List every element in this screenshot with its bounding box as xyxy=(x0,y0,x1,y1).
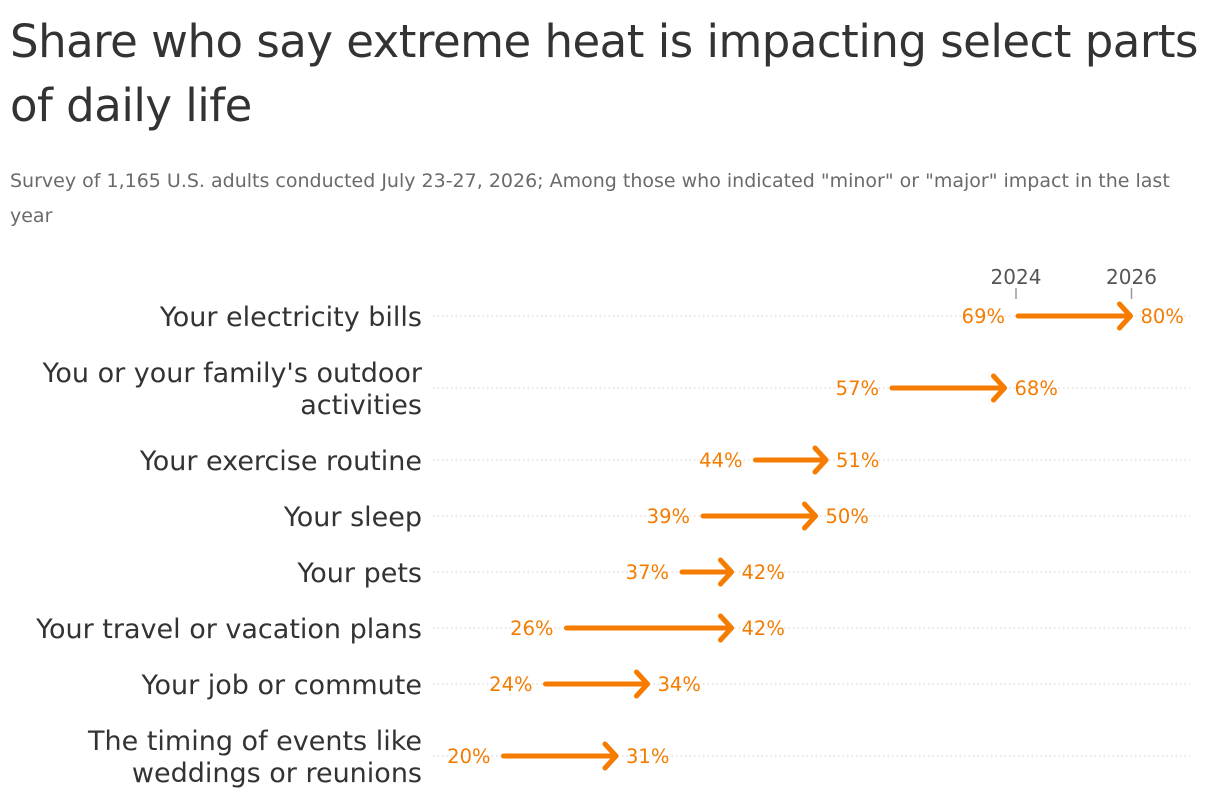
arrow-head xyxy=(812,445,829,475)
end-value-label: 68% xyxy=(1015,377,1058,400)
arrow-head xyxy=(802,501,818,531)
category-label: Your travel or vacation plans xyxy=(35,614,422,645)
category-label: activities xyxy=(300,390,422,421)
category-label: The timing of events like xyxy=(87,726,422,757)
chart-title: Share who say extreme heat is impacting … xyxy=(10,15,1198,132)
start-year-label: 2024 xyxy=(991,265,1042,289)
end-value-label: 34% xyxy=(658,673,701,696)
category-label: Your electricity bills xyxy=(159,302,422,333)
chart-subtitle: Survey of 1,165 U.S. adults conducted Ju… xyxy=(10,170,1170,227)
start-value-label: 69% xyxy=(962,305,1005,328)
arrow-head xyxy=(991,373,1007,403)
start-value-label: 57% xyxy=(836,377,879,400)
start-value-label: 26% xyxy=(510,617,553,640)
end-value-label: 42% xyxy=(742,617,785,640)
start-value-label: 39% xyxy=(647,505,690,528)
arrow-head xyxy=(718,613,734,643)
category-label: Your sleep xyxy=(283,502,422,533)
end-value-label: 51% xyxy=(836,449,879,472)
arrow-head xyxy=(1117,301,1133,331)
start-value-label: 44% xyxy=(699,449,742,472)
end-value-label: 80% xyxy=(1141,305,1184,328)
start-value-label: 20% xyxy=(447,745,490,768)
category-label: You or your family's outdoor xyxy=(41,358,422,389)
arrow-head xyxy=(602,741,619,771)
end-year-label: 2026 xyxy=(1106,265,1157,289)
arrow-head xyxy=(718,557,734,587)
category-label: Your job or commute xyxy=(141,670,422,701)
end-value-label: 50% xyxy=(826,505,869,528)
category-label: Your pets xyxy=(296,558,422,589)
end-value-label: 31% xyxy=(626,745,669,768)
end-value-label: 42% xyxy=(742,561,785,584)
arrow-chart: 2024 2026 Your electricity bills 69% 80% You … xyxy=(35,265,1190,789)
start-value-label: 24% xyxy=(489,673,532,696)
category-label: weddings or reunions xyxy=(132,758,422,789)
arrow-head xyxy=(634,669,650,699)
start-value-label: 37% xyxy=(626,561,669,584)
category-label: Your exercise routine xyxy=(139,446,422,477)
